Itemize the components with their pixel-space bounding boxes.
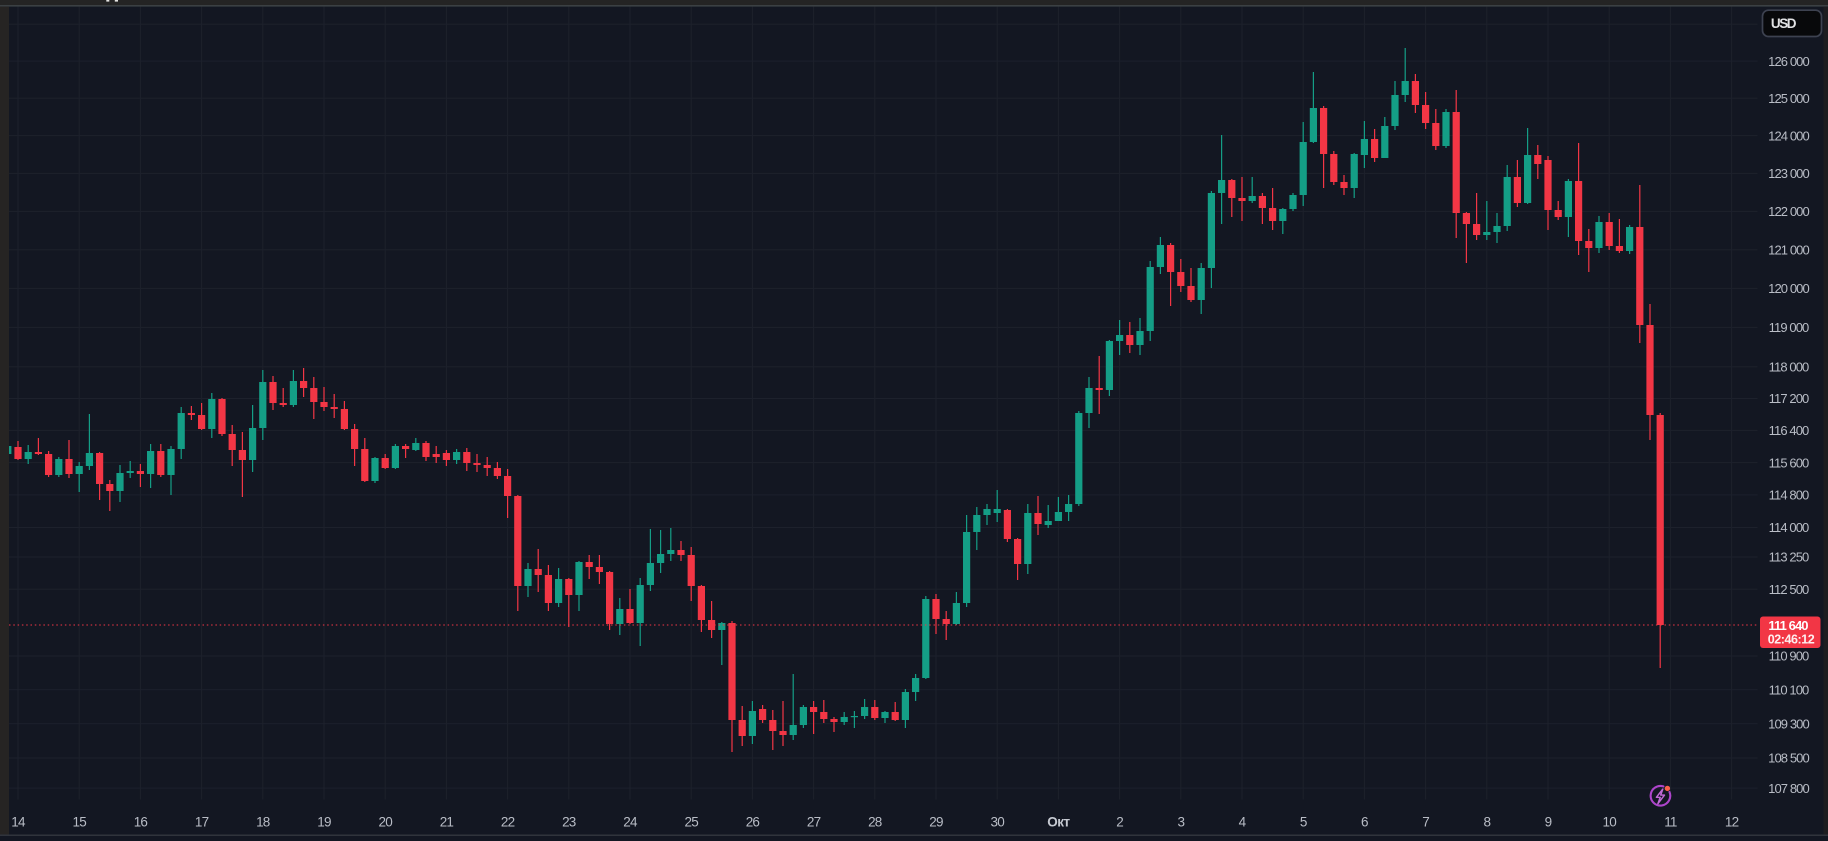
svg-text:USD: USD bbox=[1771, 16, 1797, 31]
svg-text:117 200: 117 200 bbox=[1769, 391, 1809, 406]
svg-text:3: 3 bbox=[1177, 815, 1184, 830]
svg-text:02:46:12: 02:46:12 bbox=[1768, 633, 1815, 647]
svg-text:22: 22 bbox=[501, 815, 515, 830]
svg-text:25: 25 bbox=[684, 815, 698, 830]
svg-text:118 000: 118 000 bbox=[1769, 360, 1809, 375]
svg-text:9: 9 bbox=[1545, 815, 1552, 830]
svg-text:125 000: 125 000 bbox=[1768, 91, 1809, 106]
svg-text:23: 23 bbox=[562, 815, 576, 830]
svg-text:15: 15 bbox=[72, 815, 86, 830]
svg-text:8: 8 bbox=[1483, 815, 1490, 830]
svg-text:24: 24 bbox=[623, 815, 638, 830]
svg-text:113 250: 113 250 bbox=[1769, 550, 1809, 565]
svg-text:123 000: 123 000 bbox=[1768, 166, 1809, 181]
svg-text:114 800: 114 800 bbox=[1769, 488, 1809, 503]
svg-text:121 000: 121 000 bbox=[1768, 243, 1809, 258]
svg-text:16: 16 bbox=[134, 815, 148, 830]
svg-text:Окт: Окт bbox=[1047, 815, 1070, 830]
svg-text:6: 6 bbox=[1361, 815, 1368, 830]
svg-text:27: 27 bbox=[807, 815, 821, 830]
svg-text:120 000: 120 000 bbox=[1768, 281, 1809, 296]
svg-text:17: 17 bbox=[195, 815, 209, 830]
svg-text:10: 10 bbox=[1602, 815, 1616, 830]
svg-text:14: 14 bbox=[11, 815, 26, 830]
svg-text:112 500: 112 500 bbox=[1769, 582, 1809, 597]
svg-text:126 000: 126 000 bbox=[1768, 54, 1809, 69]
svg-text:124 000: 124 000 bbox=[1768, 128, 1809, 143]
svg-text:110 900: 110 900 bbox=[1769, 649, 1809, 664]
svg-text:18: 18 bbox=[256, 815, 270, 830]
svg-text:30: 30 bbox=[990, 815, 1004, 830]
svg-text:122 000: 122 000 bbox=[1768, 204, 1809, 219]
svg-text:20: 20 bbox=[378, 815, 392, 830]
svg-text:116 400: 116 400 bbox=[1769, 423, 1809, 438]
svg-text:107 800: 107 800 bbox=[1768, 781, 1809, 796]
svg-text:11: 11 bbox=[1664, 815, 1677, 830]
svg-text:7: 7 bbox=[1422, 815, 1429, 830]
svg-text:109 300: 109 300 bbox=[1768, 716, 1809, 731]
svg-text:110 100: 110 100 bbox=[1769, 682, 1809, 697]
svg-text:29: 29 bbox=[929, 815, 943, 830]
svg-text:26: 26 bbox=[746, 815, 760, 830]
svg-text:111 640: 111 640 bbox=[1768, 618, 1808, 633]
svg-text:115 600: 115 600 bbox=[1769, 455, 1809, 470]
svg-text:21: 21 bbox=[440, 815, 454, 830]
svg-text:108 500: 108 500 bbox=[1768, 751, 1809, 766]
svg-text:114 000: 114 000 bbox=[1769, 520, 1809, 535]
svg-text:119 000: 119 000 bbox=[1769, 320, 1809, 335]
svg-text:28: 28 bbox=[868, 815, 882, 830]
svg-text:19: 19 bbox=[317, 815, 331, 830]
svg-text:2: 2 bbox=[1116, 815, 1123, 830]
svg-text:5: 5 bbox=[1300, 815, 1307, 830]
svg-text:12: 12 bbox=[1725, 815, 1739, 830]
